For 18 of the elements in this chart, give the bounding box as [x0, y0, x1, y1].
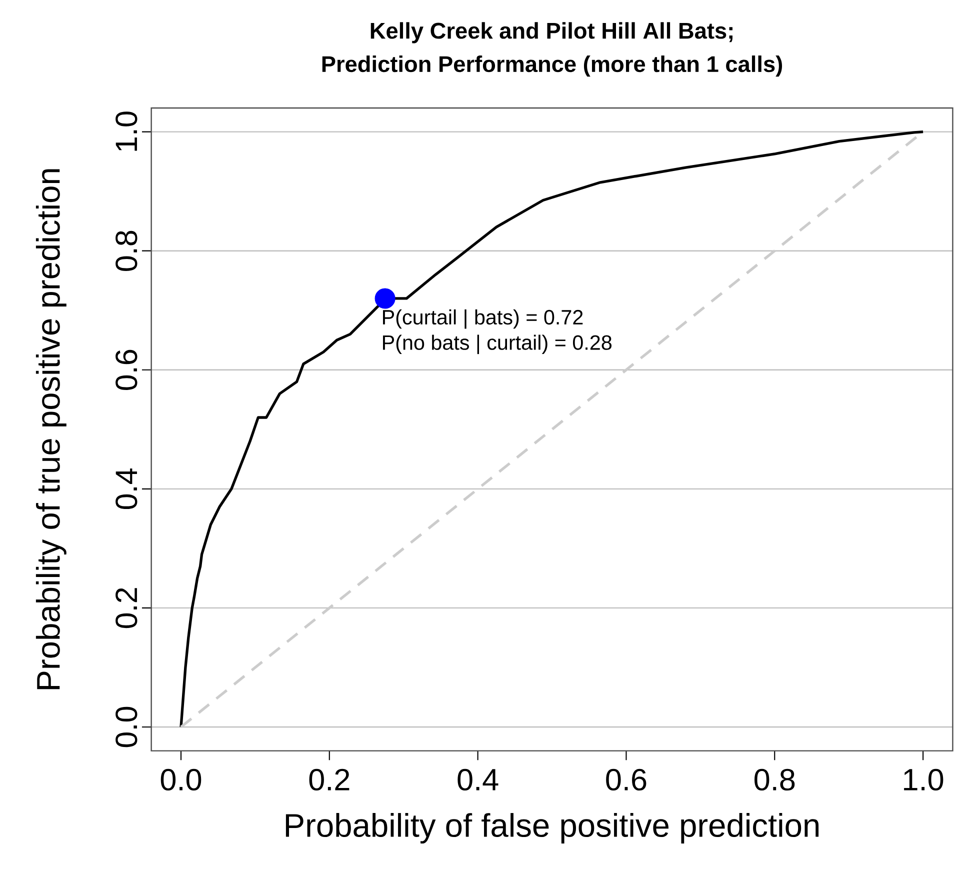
x-tick-label: 0.4 — [458, 768, 498, 791]
chart-title: Kelly Creek and Pilot Hill All Bats; — [370, 22, 732, 44]
annotation: P(no bats | curtail) = 0.28 — [383, 334, 612, 354]
x-tick-label: 0.0 — [160, 768, 202, 791]
annotation: P(curtail | bats) = 0.72 — [383, 309, 583, 329]
y-tick-label: 1.0 — [116, 112, 138, 151]
x-tick-label: 1.0 — [904, 768, 944, 791]
x-tick-label: 0.2 — [309, 768, 350, 791]
y-tick-label: 0.0 — [116, 706, 138, 748]
y-tick-label: 0.6 — [116, 350, 138, 390]
x-axis-title: Probability of false positive prediction — [286, 813, 819, 844]
y-axis-title: Probability of true positive prediction — [36, 169, 66, 690]
y-tick-label: 0.2 — [116, 588, 138, 628]
chart-subtitle: Prediction Performance (more than 1 calls) — [322, 56, 782, 77]
x-tick-label: 0.8 — [754, 768, 795, 791]
y-tick-label: 0.8 — [116, 230, 138, 271]
y-tick-label: 0.4 — [116, 468, 138, 510]
x-tick-label: 0.6 — [606, 768, 646, 791]
